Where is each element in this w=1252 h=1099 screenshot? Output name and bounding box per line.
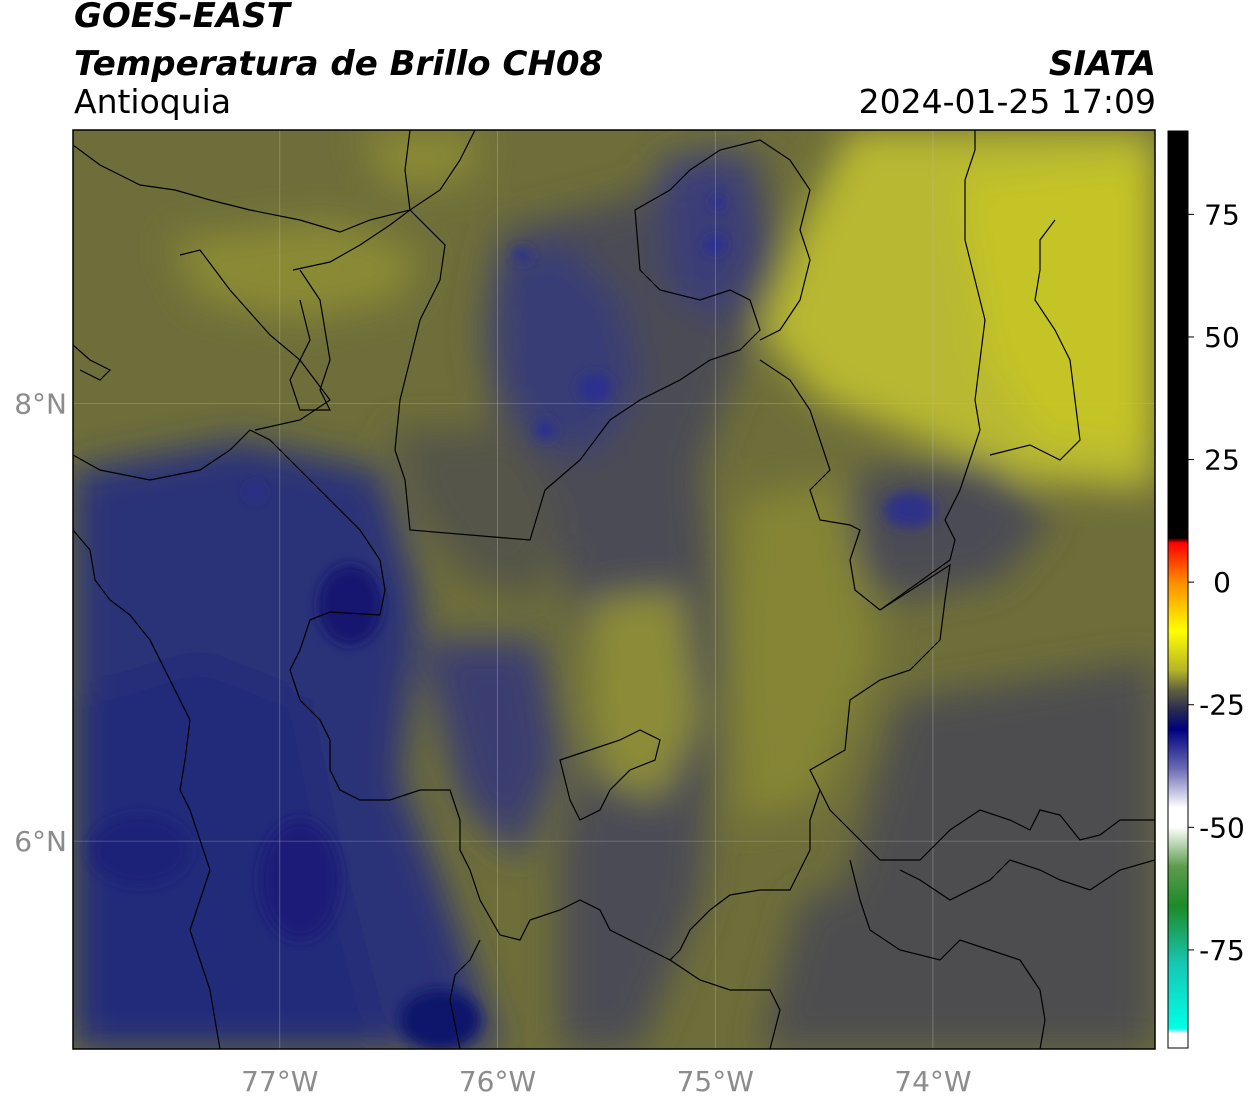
lon-tick-label: 74°W xyxy=(894,1065,971,1098)
boundary-lines xyxy=(73,130,1155,1049)
lat-tick-label: 8°N xyxy=(14,388,67,421)
product-title: Temperatura de Brillo CH08 xyxy=(74,44,604,84)
colorbar-tick-label: 75 xyxy=(1204,198,1240,231)
lon-tick-label: 76°W xyxy=(459,1065,536,1098)
colorbar-tick-label: -25 xyxy=(1199,689,1245,722)
satellite-title: GOES-EAST xyxy=(74,0,290,36)
colorbar-tick-label: 0 xyxy=(1213,566,1231,599)
map-frame xyxy=(72,129,1156,1050)
map-gridlines xyxy=(73,130,1155,1049)
agency-label: SIATA xyxy=(1048,44,1156,84)
lat-tick-label: 6°N xyxy=(14,825,67,858)
longitude-ticks: 77°W 76°W 75°W 74°W xyxy=(241,1065,971,1098)
colorbar-scale xyxy=(1167,130,1189,1049)
colorbar-tick-label: -75 xyxy=(1199,934,1245,967)
colorbar: 75 50 25 0 -25 -50 -75 xyxy=(1167,130,1245,1049)
latitude-ticks: 8°N 6°N xyxy=(14,388,67,859)
colorbar-ticks: 75 50 25 0 -25 -50 -75 xyxy=(1188,198,1245,967)
temperature-field xyxy=(73,130,1155,1049)
region-label: Antioquia xyxy=(74,82,232,121)
lon-tick-label: 75°W xyxy=(677,1065,754,1098)
colorbar-tick-label: 50 xyxy=(1204,321,1240,354)
colorbar-tick-label: 25 xyxy=(1204,444,1240,477)
datetime-label: 2024-01-25 17:09 xyxy=(858,82,1156,121)
lon-tick-label: 77°W xyxy=(241,1065,318,1098)
colorbar-tick-label: -50 xyxy=(1199,811,1245,844)
